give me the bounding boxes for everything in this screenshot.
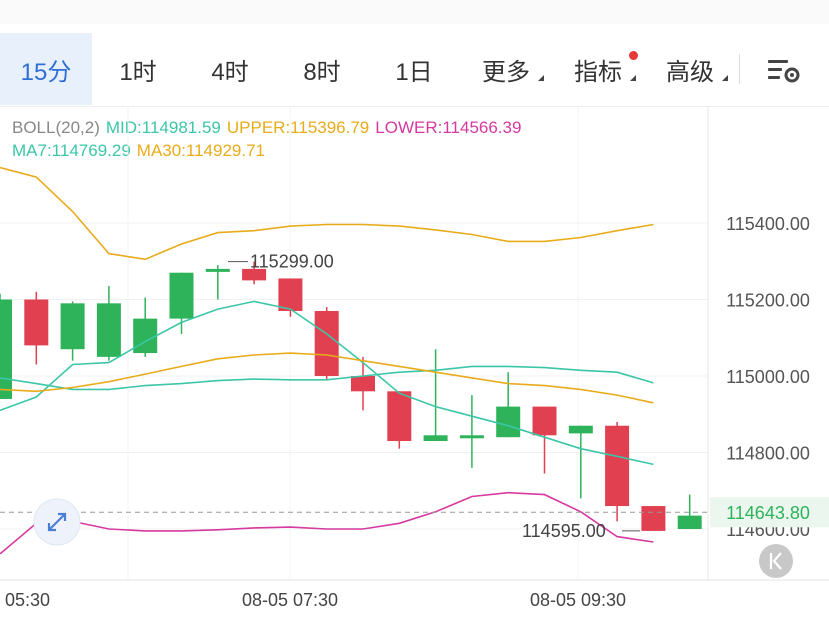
tab-divider: [739, 54, 740, 84]
ma30-line: [0, 352, 654, 404]
candle-body: [205, 268, 230, 272]
settings-icon[interactable]: [766, 56, 802, 86]
caret-icon: [630, 75, 636, 81]
tab-1d[interactable]: 1日: [368, 33, 460, 105]
candle-body: [423, 435, 448, 442]
caret-icon: [722, 75, 728, 81]
tab-4h[interactable]: 4时: [184, 33, 276, 105]
tab-1h[interactable]: 1时: [92, 33, 184, 105]
candle-body: [568, 425, 593, 434]
legend-mid: MID:114981.59: [105, 118, 221, 137]
boll-legend: BOLL(20,2) MID:114981.59 UPPER:115396.79 LO…: [12, 118, 527, 138]
candle-body: [96, 303, 121, 357]
candle-body: [351, 376, 375, 392]
candle-body: [387, 391, 412, 442]
candle-body: [0, 299, 12, 399]
caret-icon: [538, 75, 544, 81]
tab-label: 1时: [119, 58, 157, 86]
legend-ma30: MA30:114929.71: [136, 141, 266, 160]
candle-body: [605, 425, 630, 507]
tab-8h[interactable]: 8时: [276, 33, 368, 105]
candle-body: [24, 299, 49, 346]
legend-ma7: MA7:114769.29: [12, 141, 131, 160]
tab-label: 8时: [303, 58, 341, 86]
legend-boll: BOLL(20,2): [12, 118, 100, 137]
candle-body: [278, 278, 303, 311]
candle-body: [133, 318, 158, 354]
y-tick-label: 115000.00: [726, 367, 810, 387]
notification-dot: [629, 51, 638, 60]
candle-body: [496, 406, 521, 438]
back-to-latest-icon[interactable]: [759, 544, 793, 578]
x-tick-label: 05:30: [5, 590, 50, 610]
low-annotation: 114595.00: [522, 521, 606, 541]
interval-tab-bar: 15分 1时 4时 8时 1日 更多 指标 高级: [0, 32, 829, 106]
tab-label: 15分: [20, 58, 72, 86]
ma-legend: MA7:114769.29 MA30:114929.71: [12, 141, 271, 161]
current-price-tag: [710, 497, 829, 528]
status-strip: [0, 0, 829, 24]
y-tick-label: 115200.00: [726, 291, 810, 311]
tab-label: 1日: [395, 58, 433, 86]
candle-body: [459, 435, 484, 439]
tab-advanced[interactable]: 高级: [644, 33, 736, 105]
candle-body: [169, 272, 194, 319]
candle-body: [677, 515, 702, 529]
x-tick-label: 08-05 07:30: [242, 590, 338, 610]
tab-label: 更多: [482, 58, 530, 86]
boll-mid-line: [0, 365, 654, 391]
legend-lower: LOWER:114566.39: [375, 118, 522, 137]
candle-body: [532, 406, 557, 436]
candle-body: [314, 310, 339, 376]
candle-body: [242, 268, 267, 281]
boll-upper-line: [0, 166, 654, 261]
x-tick-label: 08-05 09:30: [530, 590, 626, 610]
kdj-legend-partial: [0, 622, 829, 634]
high-annotation: 115299.00: [250, 252, 334, 272]
candle-body: [641, 506, 666, 531]
tab-label: 4时: [211, 58, 249, 86]
y-tick-label: 114800.00: [726, 444, 810, 464]
tab-label: 高级: [666, 58, 714, 86]
legend-upper: UPPER:115396.79: [226, 118, 370, 137]
candle-body: [60, 303, 85, 350]
tab-indicators[interactable]: 指标: [552, 33, 644, 105]
tab-more[interactable]: 更多: [460, 33, 552, 105]
tab-label: 指标: [574, 58, 622, 86]
ma7-line: [0, 300, 654, 466]
current-price-label: 114643.80: [726, 503, 810, 523]
y-tick-label: 115400.00: [726, 214, 810, 234]
expand-icon[interactable]: [33, 498, 81, 546]
tab-bar-divider: [0, 106, 829, 107]
boll-lower-line: [0, 491, 654, 555]
tab-15m[interactable]: 15分: [0, 33, 92, 105]
